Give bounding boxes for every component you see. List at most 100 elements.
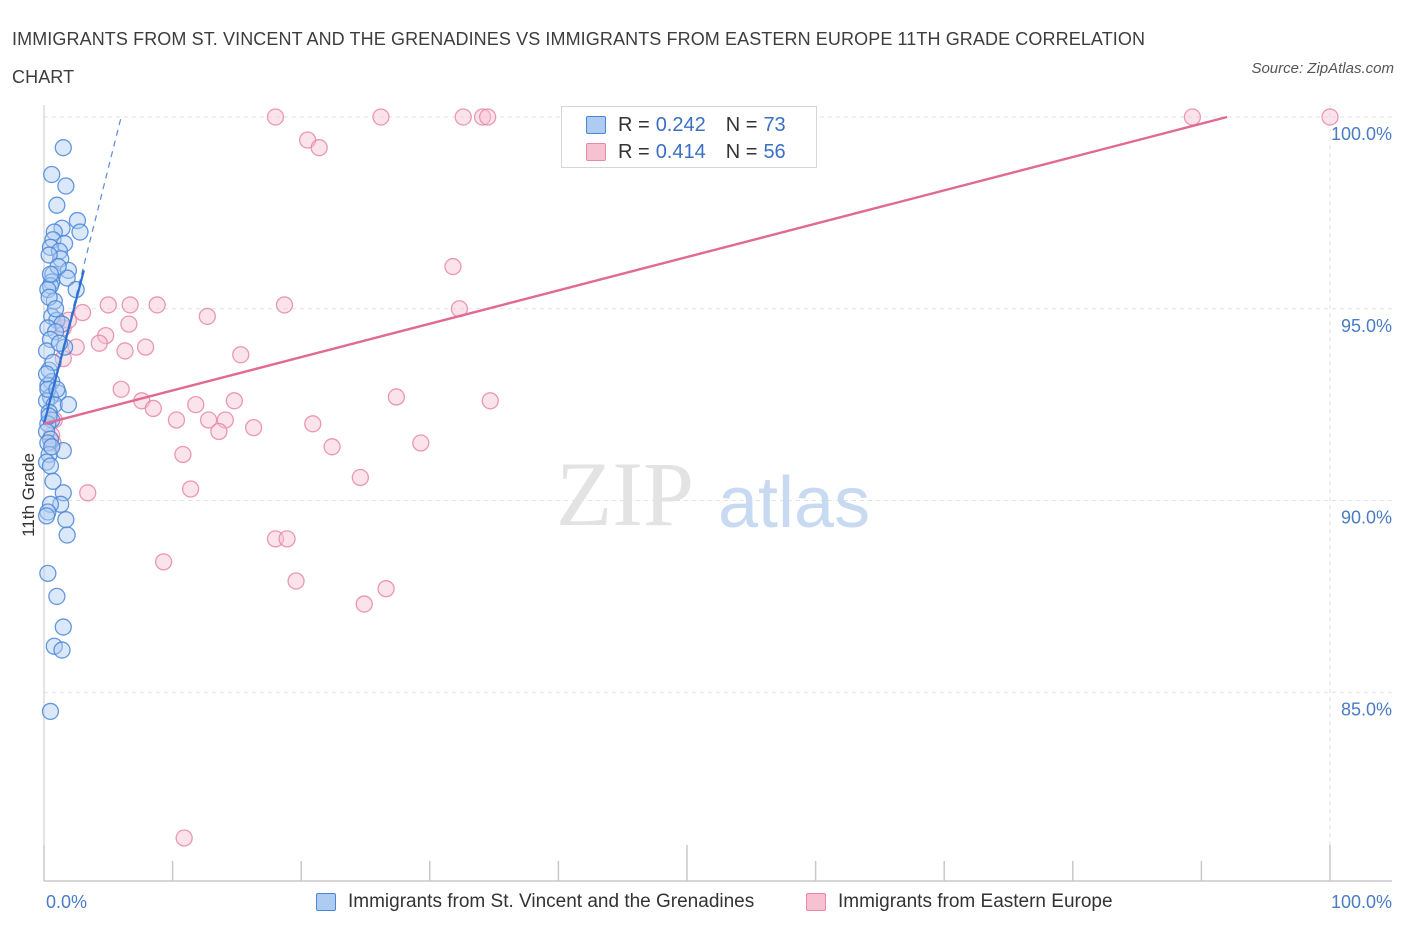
data-point-st-vincent <box>57 177 75 195</box>
data-point-eastern-europe <box>187 395 205 414</box>
chart-title: IMMIGRANTS FROM ST. VINCENT AND THE GREN… <box>12 29 1146 87</box>
watermark-atlas: atlas <box>718 463 870 543</box>
data-point-st-vincent <box>58 526 76 544</box>
data-point-st-vincent <box>44 472 62 490</box>
data-point-eastern-europe <box>244 418 263 437</box>
data-point-eastern-europe <box>121 296 139 314</box>
legend-r-value-pink: 0.414 <box>655 140 706 163</box>
data-point-eastern-europe <box>454 108 472 126</box>
watermark: ZIP atlas <box>556 443 870 545</box>
data-point-st-vincent <box>46 300 65 318</box>
source-label: Source: ZipAtlas.com <box>1251 60 1394 77</box>
y-axis-label: 11th Grade <box>19 453 38 537</box>
data-point-eastern-europe <box>181 480 200 498</box>
bottom-legend-swatch-blue <box>316 893 336 911</box>
y-tick-label: 90.0% <box>1341 508 1392 528</box>
correlation-legend: R = 0.242 N = 73 R = 0.414 N = 56 <box>561 106 817 168</box>
y-tick-label: 85.0% <box>1341 699 1392 719</box>
data-point-eastern-europe <box>225 392 243 410</box>
legend-row-blue: R = 0.242 N = 73 <box>586 113 792 137</box>
data-point-eastern-europe <box>174 445 192 464</box>
data-point-st-vincent <box>57 511 75 529</box>
data-point-eastern-europe <box>1183 108 1202 126</box>
trend-line-eastern-europe <box>43 115 1228 425</box>
data-point-eastern-europe <box>323 438 341 456</box>
data-point-st-vincent <box>48 196 66 214</box>
data-point-st-vincent <box>43 165 61 184</box>
data-point-st-vincent <box>41 702 60 721</box>
data-point-eastern-europe <box>136 338 155 356</box>
data-point-st-vincent <box>54 139 72 157</box>
legend-swatch-blue <box>586 116 606 134</box>
data-point-eastern-europe <box>355 595 373 613</box>
watermark-zip: ZIP <box>556 443 694 545</box>
data-point-st-vincent <box>43 438 61 456</box>
data-point-st-vincent <box>41 457 60 475</box>
data-point-eastern-europe <box>198 307 216 326</box>
data-point-eastern-europe <box>175 829 193 847</box>
data-point-eastern-europe <box>473 108 492 126</box>
legend-r-label: R = <box>618 140 650 163</box>
data-point-st-vincent <box>48 587 66 606</box>
data-point-eastern-europe <box>310 139 328 157</box>
data-point-eastern-europe <box>210 422 228 441</box>
trend-lines <box>42 115 1228 425</box>
bottom-legend-label-blue: Immigrants from St. Vincent and the Gren… <box>348 891 755 912</box>
y-tick-label: 95.0% <box>1341 316 1392 336</box>
data-point-eastern-europe <box>372 108 390 126</box>
tick-labels: 85.0% 90.0% 95.0% 100.0% 0.0% 100.0% <box>46 124 1392 912</box>
data-point-eastern-europe <box>412 434 430 452</box>
data-point-eastern-europe <box>275 296 294 314</box>
bottom-legend-pink: Immigrants from Eastern Europe <box>806 888 1113 916</box>
data-point-eastern-europe <box>351 468 370 487</box>
data-point-eastern-europe <box>199 411 218 429</box>
data-point-eastern-europe <box>266 108 285 126</box>
y-tick-label: 100.0% <box>1331 124 1392 144</box>
data-point-st-vincent <box>41 265 60 283</box>
x-tick-label: 100.0% <box>1331 892 1392 912</box>
data-point-eastern-europe <box>154 553 173 571</box>
data-point-eastern-europe <box>90 334 108 352</box>
data-point-eastern-europe <box>99 296 117 314</box>
data-point-eastern-europe <box>287 572 305 590</box>
data-point-eastern-europe <box>479 108 497 126</box>
data-point-st-vincent <box>71 223 89 241</box>
bottom-legend-blue: Immigrants from St. Vincent and the Gren… <box>316 888 754 916</box>
data-point-eastern-europe <box>79 484 97 502</box>
series-eastern-europe-points <box>43 108 1339 847</box>
trend-line-st-vincent <box>42 270 85 425</box>
bottom-legend-label-pink: Immigrants from Eastern Europe <box>838 891 1113 912</box>
data-point-eastern-europe <box>481 392 499 410</box>
data-point-st-vincent <box>40 246 58 264</box>
legend-n-label: N = <box>725 140 758 163</box>
data-point-eastern-europe <box>232 346 250 364</box>
data-point-eastern-europe <box>144 399 162 418</box>
legend-swatch-pink <box>586 143 606 161</box>
data-point-st-vincent <box>37 365 56 383</box>
data-point-eastern-europe <box>167 411 186 429</box>
data-point-eastern-europe <box>377 580 395 598</box>
data-point-st-vincent <box>53 641 71 659</box>
data-point-eastern-europe <box>387 388 406 406</box>
data-point-eastern-europe <box>278 530 296 548</box>
data-point-st-vincent <box>54 618 72 636</box>
x-tick-label: 0.0% <box>46 892 87 912</box>
legend-n-value-pink: 56 <box>763 140 786 163</box>
data-point-eastern-europe <box>120 315 138 333</box>
bottom-legend-swatch-pink <box>806 893 826 911</box>
axes <box>43 105 1392 882</box>
data-point-eastern-europe <box>1321 108 1339 126</box>
series-st-vincent-points <box>37 139 89 721</box>
legend-n-label: N = <box>725 113 758 136</box>
data-point-st-vincent <box>59 395 78 414</box>
legend-r-value-blue: 0.242 <box>655 113 706 136</box>
data-point-eastern-europe <box>444 257 462 276</box>
data-point-eastern-europe <box>116 342 134 360</box>
data-point-eastern-europe <box>73 303 92 322</box>
legend-row-pink: R = 0.414 N = 56 <box>586 140 792 164</box>
legend-r-label: R = <box>618 113 650 136</box>
trend-line-st-vincent-extended <box>43 116 122 424</box>
data-point-st-vincent <box>39 564 57 583</box>
data-point-eastern-europe <box>304 415 322 433</box>
